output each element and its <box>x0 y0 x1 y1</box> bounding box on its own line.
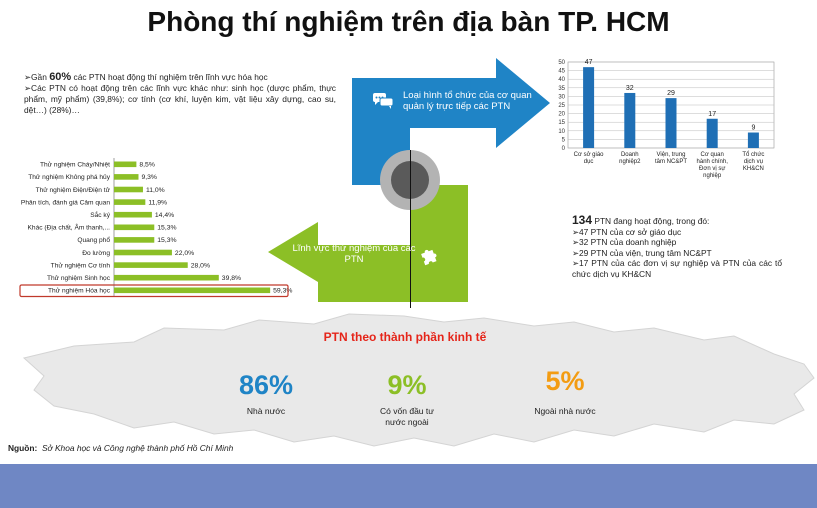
hbar-category-label: Thử nghiệm Không phá hủy <box>28 173 110 181</box>
state-percent: 86% <box>238 370 294 400</box>
hbar-value-label: 11,9% <box>148 199 167 206</box>
vbar-tick-label: 40 <box>558 77 565 83</box>
vbar-bar <box>583 67 595 148</box>
hbar-value-label: 11,0% <box>146 187 165 194</box>
hbar-category-label: Thử nghiệm Hóa học <box>48 287 111 295</box>
hbar-category-label: Thử nghiệm Cháy/Nhiệt <box>40 161 110 169</box>
hbar-bar <box>114 224 155 231</box>
hbar-bar <box>114 249 172 256</box>
vbar-tick-label: 20 <box>558 112 565 118</box>
hbar-bar <box>114 199 146 205</box>
puzzle-icon <box>419 244 441 266</box>
top-arrow-label: Loại hình tổ chức của cơ quan quản lý tr… <box>403 90 532 112</box>
hbar-value-label: 15,3% <box>157 225 176 232</box>
summary-item: ➢29 PTN của viện, trung tâm NC&PT <box>572 247 712 258</box>
speech-bubbles-icon <box>372 92 394 110</box>
vbar-value-label: 32 <box>626 85 634 92</box>
hbar-category-label: Phân tích, đánh giá Cảm quan <box>21 199 110 206</box>
center-divider <box>410 150 411 308</box>
vbar-value-label: 47 <box>585 59 593 66</box>
vbar-tick-label: 25 <box>558 103 565 109</box>
hbar-category-label: Khác (Địa chất, Âm thanh,... <box>28 223 111 232</box>
source-note: Nguồn: Sở Khoa học và Công nghệ thành ph… <box>8 443 234 453</box>
vbar-bar <box>665 98 677 148</box>
hbar-value-label: 39,8% <box>222 275 241 282</box>
vbar-tick-label: 50 <box>558 60 565 66</box>
foreign-percent: 9% <box>387 370 427 400</box>
vbar-tick-label: 35 <box>558 86 565 92</box>
vbar-value-label: 9 <box>751 125 755 132</box>
bottom-band <box>0 464 817 508</box>
private-percent: 5% <box>545 366 585 396</box>
hbar-bar <box>114 161 137 168</box>
vbar-tick-label: 5 <box>562 137 566 143</box>
intro-text: ➢Gần 60% các PTN hoạt động thí nghiệm tr… <box>24 72 336 116</box>
hbar-value-label: 59,3% <box>273 288 292 295</box>
hbar-category-label: Thử nghiệm Sinh học <box>47 274 111 282</box>
hbar-value-label: 15,3% <box>157 237 176 244</box>
summary-item: ➢47 PTN của cơ sở giáo dục <box>572 226 682 237</box>
summary-text: 134 PTN đang hoạt động, trong đó: ➢47 PT… <box>572 213 782 279</box>
blue-arrow <box>352 58 550 185</box>
hbar-bar <box>114 274 219 281</box>
hbar-highlight-box <box>19 284 289 298</box>
vbar-tick-label: 0 <box>562 146 566 152</box>
summary-head: 134 PTN đang hoạt động, trong đó: <box>572 213 710 227</box>
hbar-value-label: 14,4% <box>155 212 174 219</box>
hbar-category-label: Thử nghiệm Điện/Điện tử <box>36 186 111 194</box>
hbar-value-label: 8,5% <box>139 162 155 169</box>
hbar-value-label: 28,0% <box>191 262 210 269</box>
page-title: Phòng thí nghiệm trên địa bàn TP. HCM <box>147 6 670 37</box>
vbar-bar <box>706 118 718 148</box>
vbar-category-label: Cơ sở giáo dục <box>574 151 605 165</box>
bottom-arrow-label: Lĩnh vực thử nghiệm của các PTN <box>292 243 416 265</box>
hbar-bar <box>114 262 188 268</box>
vbar-tick-label: 30 <box>558 94 565 100</box>
vbar-category-label: Cơ quan hành chính, Đơn vị sự nghiệp <box>697 152 729 179</box>
hbar-value-label: 9,3% <box>141 174 157 181</box>
hbar-bar <box>114 211 152 218</box>
hbar-bar <box>114 186 143 193</box>
vbar-value-label: 29 <box>667 90 675 97</box>
state-label: Nhà nước <box>246 406 286 416</box>
hbar-value-label: 22,0% <box>175 250 194 257</box>
summary-item: ➢32 PTN của doanh nghiệp <box>572 237 677 247</box>
hbar-bar <box>114 287 271 294</box>
vbar-tick-label: 15 <box>558 120 565 126</box>
vbar-category-label: Doanh nghiệp2 <box>619 152 641 165</box>
field-bar-chart: Thử nghiệm Cháy/Nhiệt 8,5% Thử nghiệm Khôn… <box>19 158 292 298</box>
hbar-bar <box>114 237 155 243</box>
summary-item: ➢17 PTN của các đơn vị sự nghiệp và PTN … <box>572 258 782 279</box>
economic-title: PTN theo thành phần kinh tế <box>323 330 487 344</box>
hbar-category-label: Quang phổ <box>77 236 110 244</box>
hbar-category-label: Đo lường <box>82 250 110 257</box>
vbar-bar <box>747 132 759 148</box>
vbar-value-label: 17 <box>708 111 716 118</box>
hbar-bar <box>114 174 139 180</box>
intro-line-2: ➢Các PTN có hoạt động trên các lĩnh vực … <box>24 83 336 115</box>
private-label: Ngoài nhà nước <box>534 406 596 416</box>
hbar-category-label: Thử nghiệm Cơ tính <box>51 261 111 269</box>
vbar-bar <box>624 92 636 148</box>
foreign-label: Có vốn đầu tư nước ngoài <box>380 406 434 427</box>
hbar-category-label: Sắc ký <box>90 210 110 219</box>
vbar-tick-label: 45 <box>558 69 565 75</box>
intro-line-1: ➢Gần 60% các PTN hoạt động thí nghiệm tr… <box>24 71 268 83</box>
vbar-category-label: Viện, trung tâm NC&PT <box>655 152 687 165</box>
organization-bar-chart: 0 5 10 15 20 25 30 35 40 45 50 47 Cơ sở giáo dục 32 Doa… <box>558 59 775 179</box>
vbar-category-label: Tổ chức dịch vụ KH&CN <box>742 151 764 172</box>
vbar-tick-label: 10 <box>558 129 565 135</box>
intro-highlight: 60% <box>49 71 72 83</box>
map-silhouette <box>22 313 815 447</box>
